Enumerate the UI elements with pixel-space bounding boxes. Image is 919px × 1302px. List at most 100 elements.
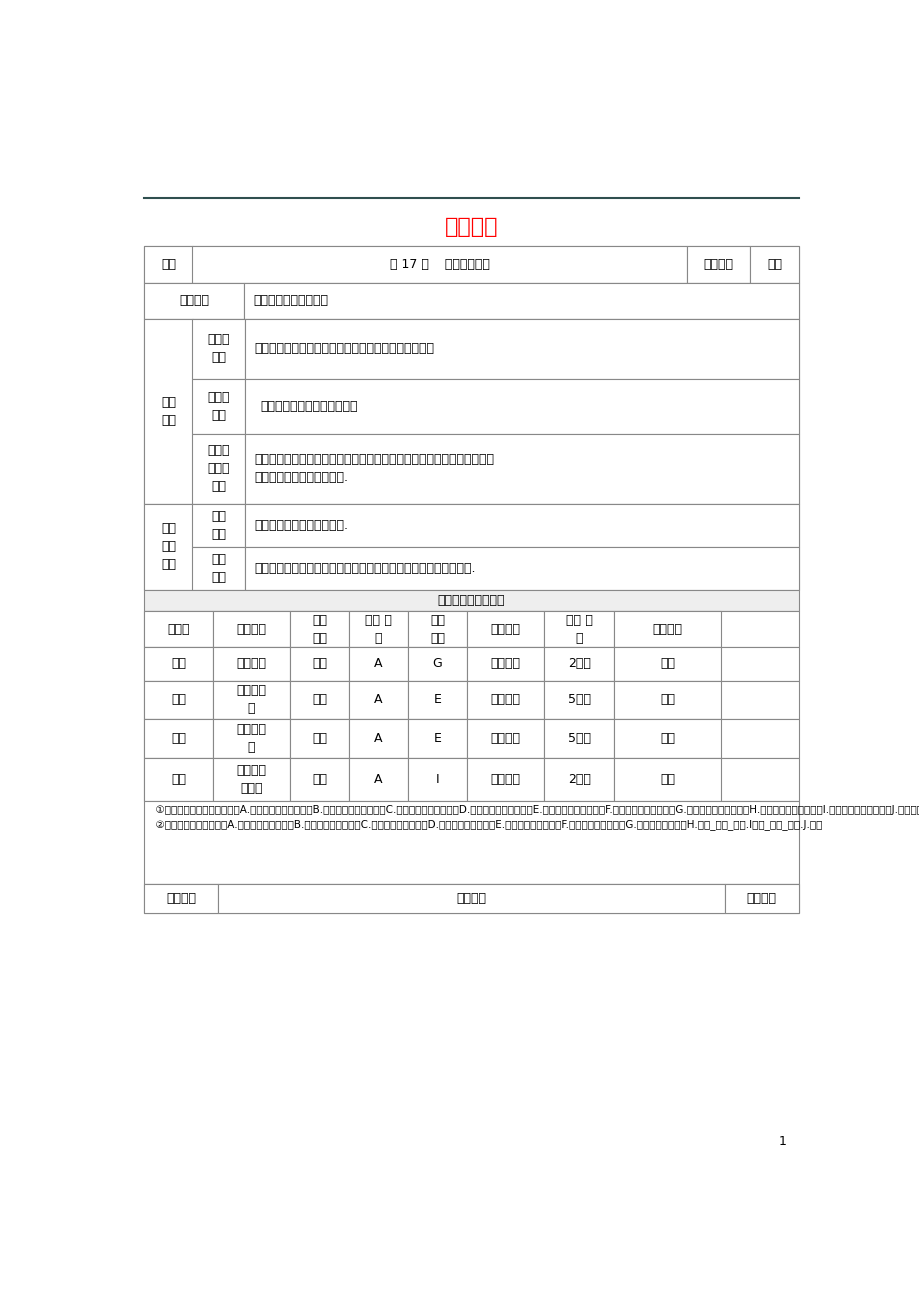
Text: G: G [432, 658, 442, 671]
Bar [289, 612, 348, 647]
Bar [144, 590, 798, 612]
Bar [614, 612, 720, 647]
Text: 知识点: 知识点 [167, 622, 189, 635]
Text: 理解: 理解 [171, 772, 186, 785]
Text: 媒体
类型: 媒体 类型 [312, 613, 327, 644]
Text: A: A [374, 658, 382, 671]
Bar [144, 647, 212, 681]
Text: A: A [374, 694, 382, 707]
Text: 图片: 图片 [312, 694, 327, 707]
Bar [144, 284, 244, 319]
Bar [289, 647, 348, 681]
Bar [192, 379, 245, 434]
Bar [244, 284, 798, 319]
Bar [544, 758, 614, 801]
Bar [544, 681, 614, 719]
Text: 课标依据: 课标依据 [179, 294, 209, 307]
Text: A: A [374, 772, 382, 785]
Bar [348, 681, 407, 719]
Bar [212, 612, 289, 647]
Text: 教学
难点: 教学 难点 [211, 552, 226, 583]
Bar [144, 319, 798, 504]
Bar [144, 612, 798, 647]
Bar [245, 319, 798, 379]
Bar [466, 719, 544, 758]
Text: E: E [433, 732, 441, 745]
Text: 知识目标: 知识目标 [236, 658, 267, 671]
Bar [245, 434, 798, 504]
Bar [192, 246, 686, 284]
Bar [686, 246, 750, 284]
Bar [144, 681, 212, 719]
Text: 图片: 图片 [312, 772, 327, 785]
Text: 情感态
度与价
值观: 情感态 度与价 值观 [208, 444, 230, 493]
Text: 情感态度
价值观: 情感态度 价值观 [236, 764, 267, 794]
Text: 过程与方
法: 过程与方 法 [236, 723, 267, 754]
Text: 升华感情: 升华感情 [490, 772, 520, 785]
Bar [144, 246, 798, 284]
Bar [192, 319, 245, 379]
Bar [407, 719, 466, 758]
Text: 2分钟: 2分钟 [567, 658, 590, 671]
Bar [289, 681, 348, 719]
Bar [348, 719, 407, 758]
Text: E: E [433, 694, 441, 707]
Text: 教学过程: 教学过程 [166, 892, 196, 905]
Text: 第 17 章    勾股定理复习: 第 17 章 勾股定理复习 [390, 258, 489, 271]
Text: 教学
重点
难点: 教学 重点 难点 [161, 522, 176, 572]
Bar [144, 284, 798, 319]
Bar [144, 504, 798, 590]
Text: 教学
重点: 教学 重点 [211, 509, 226, 540]
Bar [192, 547, 245, 590]
Text: 5分钟: 5分钟 [567, 694, 590, 707]
Bar [144, 801, 798, 884]
Bar [466, 758, 544, 801]
Bar [144, 319, 192, 504]
Bar [724, 884, 798, 913]
Bar [466, 647, 544, 681]
Bar [144, 504, 192, 590]
Bar [245, 379, 798, 434]
Text: ①媒体在教学中的作用分为：A.提供事实，建立经验；B.创设情境，引发动机；C.举例验证，建立概念；D.提供示范，正确操作；E.呈现过程，形成表象；F.演绎原理，: ①媒体在教学中的作用分为：A.提供事实，建立经验；B.创设情境，引发动机；C.举… [149, 805, 919, 831]
Text: 寻找或构造适当的直角三角形，应用勾股定理及其逆定理解决问题.: 寻找或构造适当的直角三角形，应用勾股定理及其逆定理解决问题. [255, 561, 475, 574]
Bar [245, 547, 798, 590]
Text: 自制: 自制 [659, 732, 675, 745]
Bar [144, 681, 798, 719]
Bar [212, 647, 289, 681]
Text: 教学 作
用: 教学 作 用 [365, 613, 391, 644]
Bar [614, 719, 720, 758]
Bar [289, 758, 348, 801]
Bar [466, 681, 544, 719]
Bar [212, 681, 289, 719]
Bar [750, 246, 798, 284]
Text: 帮助理解: 帮助理解 [490, 732, 520, 745]
Bar [407, 647, 466, 681]
Text: 图片: 图片 [312, 658, 327, 671]
Bar [614, 758, 720, 801]
Text: 回顾本章知识，在回顾过程中主动构建起本章知识结构: 回顾本章知识，在回顾过程中主动构建起本章知识结构 [255, 342, 434, 355]
Bar [212, 719, 289, 758]
Bar [407, 758, 466, 801]
Text: 勾股定理知识点的梳理: 勾股定理知识点的梳理 [253, 294, 327, 307]
Text: 图片: 图片 [312, 732, 327, 745]
Bar [407, 612, 466, 647]
Bar [218, 884, 724, 913]
Text: 思考勾股定理及其逆定理的发现证明和应用过程，体会数形结合、转化思
想在解决数学问题中的作用.: 思考勾股定理及其逆定理的发现证明和应用过程，体会数形结合、转化思 想在解决数学问… [255, 453, 494, 484]
Text: 自制: 自制 [659, 694, 675, 707]
Text: 复习: 复习 [766, 258, 781, 271]
Text: 媒体来源: 媒体来源 [652, 622, 682, 635]
Bar [144, 719, 212, 758]
Text: 占用 时
间: 占用 时 间 [565, 613, 592, 644]
Bar [245, 504, 798, 547]
Text: 过程与
方法: 过程与 方法 [208, 391, 230, 422]
Text: 建立表象: 建立表象 [490, 694, 520, 707]
Bar [144, 647, 798, 681]
Bar [212, 758, 289, 801]
Text: 拓展知识: 拓展知识 [490, 658, 520, 671]
Bar [348, 612, 407, 647]
Text: 勾股定理及其逆定理的应用.: 勾股定理及其逆定理的应用. [255, 518, 348, 531]
Text: 所得结论: 所得结论 [490, 622, 520, 635]
Text: 授课类型: 授课类型 [703, 258, 733, 271]
Text: 2分钟: 2分钟 [567, 772, 590, 785]
Bar [544, 612, 614, 647]
